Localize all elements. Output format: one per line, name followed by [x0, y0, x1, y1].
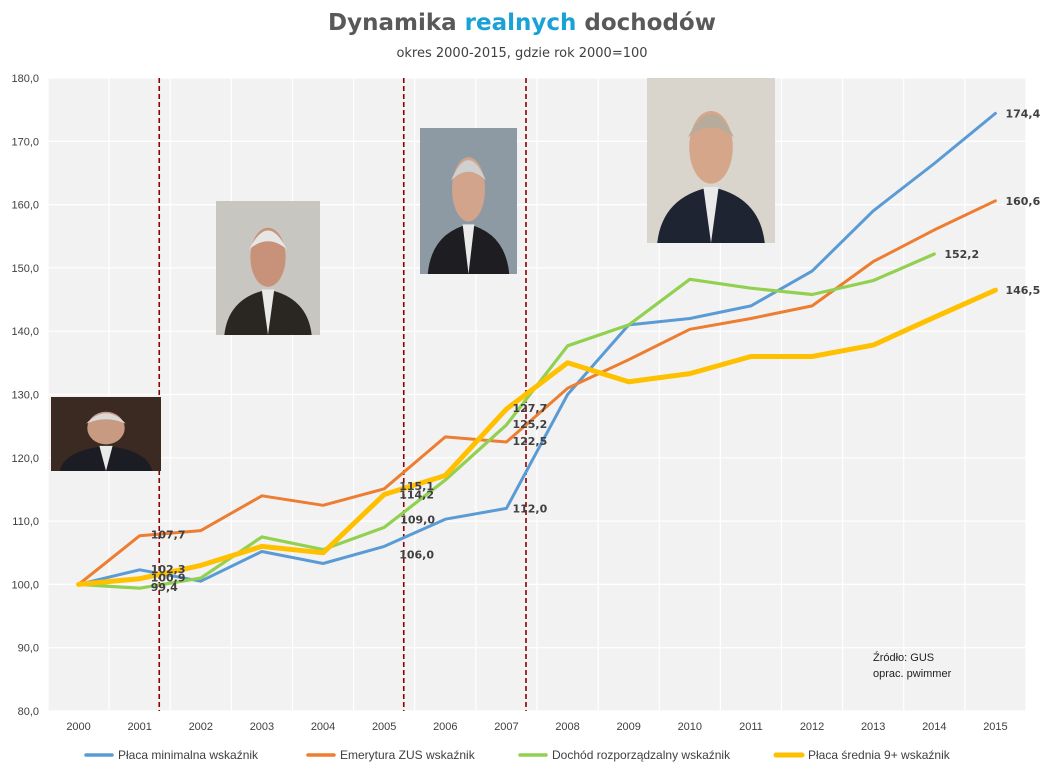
- series-line: [77, 111, 997, 586]
- x-tick-label: 2001: [127, 721, 151, 733]
- series-line: [76, 287, 998, 587]
- data-label: 160,6: [1005, 195, 1040, 208]
- x-tick-label: 2002: [189, 721, 213, 733]
- legend-label: Dochód rozporządzalny wskaźnik: [552, 748, 731, 762]
- x-tick-label: 2006: [433, 721, 457, 733]
- x-tick-label: 2008: [555, 721, 579, 733]
- y-tick-label: 90,0: [18, 643, 39, 655]
- data-label: 122,5: [512, 435, 547, 448]
- data-label: 115,1: [399, 480, 434, 493]
- chart-title: Dynamika realnych dochodów: [0, 10, 1044, 36]
- portrait-photo-1-shirt: [99, 445, 113, 471]
- data-label: 109,0: [400, 513, 435, 526]
- title-part-2: dochodów: [576, 10, 716, 36]
- source-note: oprac. pwimmer: [873, 668, 952, 680]
- x-tick-label: 2007: [494, 721, 518, 733]
- x-tick-label: 2005: [372, 721, 396, 733]
- y-tick-label: 140,0: [11, 326, 39, 338]
- x-tick-label: 2000: [66, 721, 90, 733]
- y-tick-label: 100,0: [11, 579, 39, 591]
- x-tick-label: 2015: [983, 721, 1007, 733]
- portrait-photo-3-shirt: [462, 224, 475, 274]
- title-part-1: Dynamika: [328, 10, 465, 36]
- title-accent: realnych: [464, 10, 577, 36]
- data-label: 102,3: [151, 563, 186, 576]
- y-tick-label: 120,0: [11, 453, 39, 465]
- y-tick-label: 110,0: [12, 516, 39, 528]
- x-tick-label: 2003: [250, 721, 274, 733]
- data-label: 112,0: [512, 502, 547, 515]
- legend-label: Emerytura ZUS wskaźnik: [340, 748, 476, 762]
- y-tick-label: 130,0: [11, 390, 39, 402]
- y-tick-label: 180,0: [11, 73, 39, 85]
- x-tick-label: 2010: [678, 721, 702, 733]
- series-line: [76, 252, 936, 590]
- y-tick-label: 80,0: [18, 706, 39, 718]
- data-label: 100,9: [151, 572, 186, 585]
- data-label: 146,5: [1005, 284, 1040, 297]
- x-tick-label: 2013: [861, 721, 885, 733]
- data-label: 127,7: [512, 402, 547, 415]
- portrait-photo-4-shirt: [703, 186, 719, 243]
- x-tick-label: 2009: [616, 721, 640, 733]
- portrait-photo-1-hair: [86, 413, 126, 424]
- chart-subtitle: okres 2000-2015, gdzie rok 2000=100: [396, 46, 648, 61]
- data-label: 152,2: [944, 248, 979, 261]
- x-tick-label: 2014: [922, 721, 946, 733]
- data-label: 99,4: [151, 581, 178, 594]
- legend-label: Płaca minimalna wskaźnik: [118, 748, 259, 762]
- portrait-photo-3-hair: [451, 160, 486, 181]
- portrait-photo-4-hair: [687, 114, 735, 138]
- y-tick-label: 150,0: [11, 263, 39, 275]
- portrait-photo-2-hair: [249, 230, 287, 250]
- x-tick-label: 2012: [800, 721, 824, 733]
- data-label: 174,4: [1005, 107, 1040, 120]
- y-tick-label: 170,0: [11, 136, 39, 148]
- data-label: 114,2: [399, 489, 434, 502]
- x-tick-label: 2004: [311, 721, 335, 733]
- series-line: [77, 199, 997, 586]
- data-label: 106,0: [399, 548, 434, 561]
- data-label: 107,7: [151, 529, 186, 542]
- legend-label: Płaca średnia 9+ wskaźnik: [808, 748, 951, 762]
- x-tick-label: 2011: [739, 721, 763, 733]
- source-note: Źródło: GUS: [873, 651, 934, 664]
- portrait-photo-2-shirt: [261, 289, 275, 335]
- data-label: 125,2: [512, 418, 547, 431]
- y-tick-label: 160,0: [11, 200, 39, 212]
